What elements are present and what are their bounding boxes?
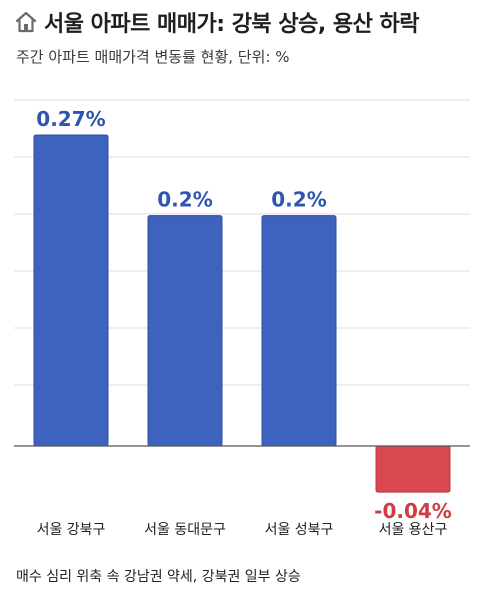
bar (375, 445, 451, 493)
value-label: -0.04% (374, 499, 452, 523)
chart-subtitle: 주간 아파트 매매가격 변동률 현황, 단위: % (16, 48, 290, 66)
bar (261, 215, 337, 447)
bars (33, 134, 451, 493)
category-label: 서울 성북구 (265, 522, 334, 538)
value-label: 0.2% (271, 188, 326, 212)
bar (33, 134, 109, 447)
home-icon (15, 11, 37, 33)
bar (147, 215, 223, 447)
category-label: 서울 동대문구 (144, 522, 226, 538)
title-row: 서울 아파트 매매가: 강북 상승, 용산 하락 (14, 6, 419, 38)
chart-title: 서울 아파트 매매가: 강북 상승, 용산 하락 (44, 12, 419, 37)
category-labels: 서울 강북구 서울 동대문구 서울 성북구 서울 용산구 (37, 522, 448, 538)
category-label: 서울 강북구 (37, 522, 106, 538)
value-label: 0.2% (157, 188, 212, 212)
chart-footnote: 매수 심리 위축 속 강남권 약세, 강북권 일부 상승 (16, 569, 301, 585)
bar-chart: 0.27%0.2% 0.2%-0.04% 서울 강북구 서울 동대문구 서울 성북구 서… (14, 99, 470, 538)
category-label: 서울 용산구 (379, 522, 448, 538)
value-labels: 0.27% 0.2% 0.2% -0.04% (36, 107, 452, 523)
value-label: 0.27% (36, 107, 105, 131)
